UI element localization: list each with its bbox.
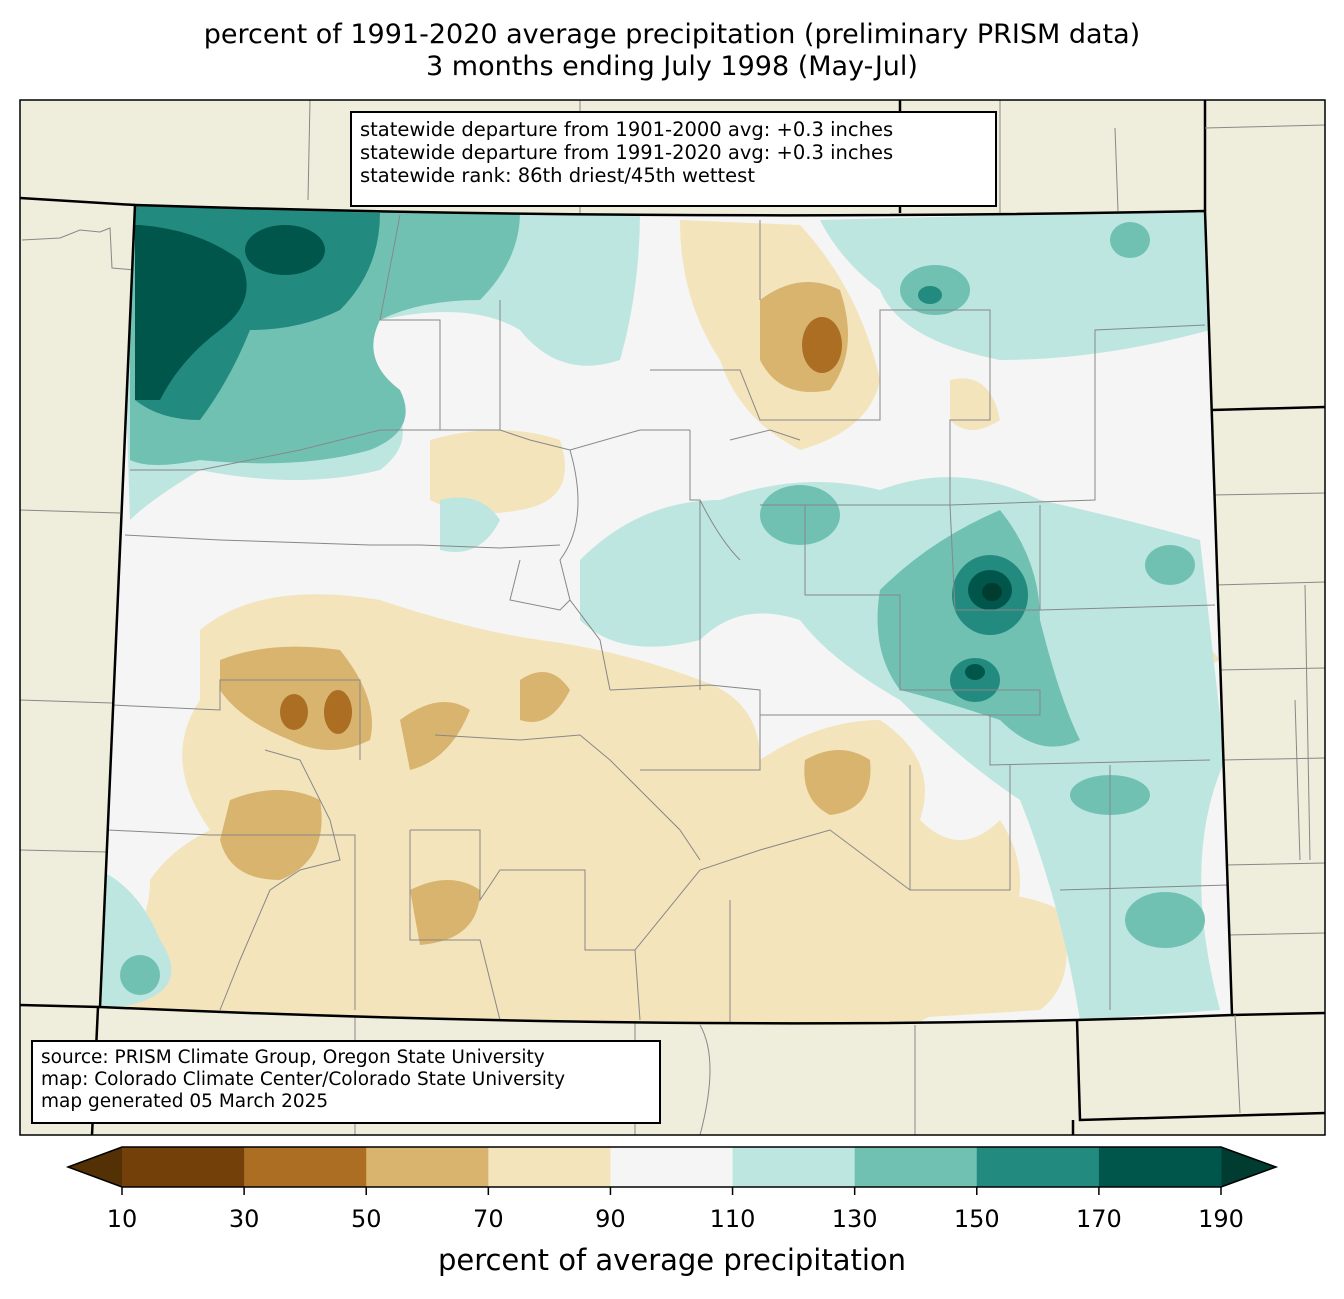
colorbar-tick-label: 130 xyxy=(831,1205,878,1233)
colorbar-cell xyxy=(854,1147,978,1187)
colorbar-tick-label: 190 xyxy=(1198,1205,1244,1233)
colorbar-tick-label: 90 xyxy=(595,1205,626,1233)
map-credit-line: map: Colorado Climate Center/Colorado St… xyxy=(41,1069,566,1090)
colorbar-label: percent of average precipitation xyxy=(437,1243,907,1277)
generated-date-line: map generated 05 March 2025 xyxy=(41,1091,329,1112)
colorado-precip-field xyxy=(100,205,1232,1024)
colorbar-tick-label: 170 xyxy=(1075,1205,1122,1233)
stats-departure-1901-2000: statewide departure from 1901-2000 avg: … xyxy=(360,118,894,141)
precip-30-50 xyxy=(280,317,842,734)
county-lines xyxy=(107,214,1231,1024)
colorbar-under-arrow xyxy=(68,1147,122,1187)
colorbar-tick-label: 70 xyxy=(473,1205,504,1233)
colorbar-cell xyxy=(244,1147,367,1187)
colorbar-cell xyxy=(610,1147,734,1187)
colorbar-tick-label: 110 xyxy=(709,1205,756,1233)
precip-over-190 xyxy=(982,583,1002,601)
precip-170-190 xyxy=(135,225,1012,680)
colorbar-over-arrow xyxy=(1221,1147,1276,1187)
colorbar-tick-label: 30 xyxy=(228,1205,260,1233)
stats-rank: statewide rank: 86th driest/45th wettest xyxy=(360,164,755,187)
colorbar-cell xyxy=(122,1147,245,1187)
colorbar-cell xyxy=(976,1147,1100,1187)
colorbar-cell xyxy=(366,1147,489,1187)
colorbar-cell xyxy=(1098,1147,1222,1187)
statewide-stats-box: statewide departure from 1901-2000 avg: … xyxy=(350,111,997,207)
colorbar-tick-label: 50 xyxy=(350,1205,382,1233)
colorado-border xyxy=(98,203,1234,1025)
stats-departure-1991-2020: statewide departure from 1991-2020 avg: … xyxy=(360,141,894,164)
map-title: percent of 1991-2020 average precipitati… xyxy=(203,19,1141,50)
colorbar-cell xyxy=(488,1147,611,1187)
colorbar xyxy=(65,1146,1279,1195)
colorbar-tick-label: 150 xyxy=(953,1205,1000,1233)
map-frame xyxy=(20,100,1325,1135)
source-line: source: PRISM Climate Group, Oregon Stat… xyxy=(41,1047,545,1068)
source-box: source: PRISM Climate Group, Oregon Stat… xyxy=(31,1040,661,1124)
colorbar-tick-label: 10 xyxy=(106,1205,138,1233)
map-subtitle: 3 months ending July 1998 (May-Jul) xyxy=(426,51,918,82)
map-border xyxy=(19,99,1326,1136)
colorbar-cell xyxy=(732,1147,856,1187)
